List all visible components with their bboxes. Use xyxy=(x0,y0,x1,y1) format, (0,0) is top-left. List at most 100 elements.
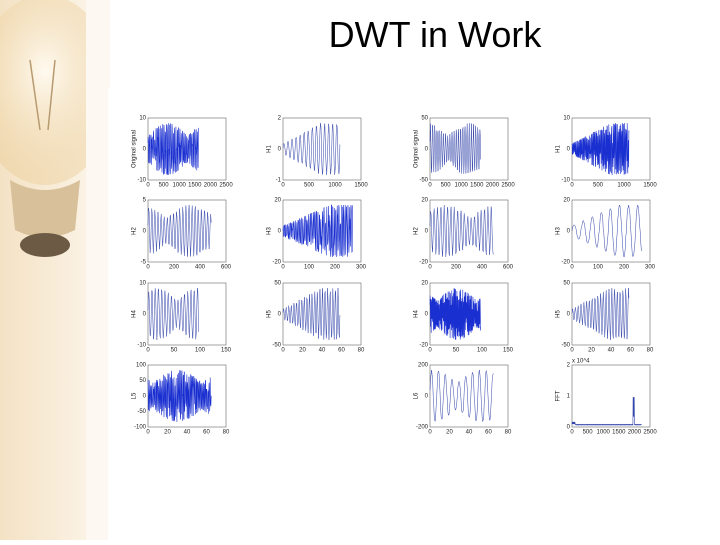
x-tick-label: 200 xyxy=(619,265,630,271)
x-tick-label: 0 xyxy=(146,183,150,189)
y-axis-label: L6 xyxy=(414,392,420,399)
y-tick-label: 20 xyxy=(421,281,428,287)
x-tick-label: 20 xyxy=(164,430,171,436)
waveform xyxy=(429,288,481,340)
y-axis-label: H3 xyxy=(556,227,562,235)
y-tick-label: 0 xyxy=(278,147,282,153)
waveform xyxy=(571,397,642,426)
x-tick-label: 40 xyxy=(184,430,191,436)
bulb-tip xyxy=(20,233,70,257)
waveform xyxy=(147,287,199,341)
x-tick-label: 1000 xyxy=(597,430,611,436)
filament xyxy=(29,59,56,131)
y-axis-label: H2 xyxy=(132,227,138,235)
x-tick-label: 150 xyxy=(503,348,514,354)
waveform xyxy=(571,287,630,340)
y-tick-label: -20 xyxy=(419,343,428,349)
y-tick-label: 1 xyxy=(567,394,571,400)
x-tick-label: 40 xyxy=(608,348,615,354)
y-axis-label: H2 xyxy=(414,227,420,235)
y-tick-label: 0 xyxy=(143,147,147,153)
x-tick-label: 0 xyxy=(281,183,285,189)
y-tick-label: 0 xyxy=(567,229,571,235)
x-tick-label: 80 xyxy=(358,348,365,354)
waveform xyxy=(282,287,341,340)
y-tick-label: -200 xyxy=(416,425,429,431)
x-tick-label: 0 xyxy=(428,430,432,436)
x-tick-label: 2500 xyxy=(219,183,233,189)
x-tick-label: 1500 xyxy=(188,183,202,189)
x-tick-label: 0 xyxy=(146,430,150,436)
y-tick-label: 5 xyxy=(143,198,147,204)
x-tick-label: 500 xyxy=(159,183,170,189)
y-tick-label: -5 xyxy=(141,260,147,266)
x-tick-label: 20 xyxy=(588,348,595,354)
y-tick-label: 10 xyxy=(139,116,146,122)
x-tick-label: 0 xyxy=(146,348,150,354)
waveform xyxy=(429,123,481,174)
y-tick-label: -1 xyxy=(276,178,282,184)
waveform xyxy=(282,204,353,258)
x-tick-label: 100 xyxy=(593,265,604,271)
x-tick-label: 1500 xyxy=(612,430,626,436)
x-tick-label: 50 xyxy=(453,348,460,354)
x-tick-label: 0 xyxy=(570,183,574,189)
x-tick-label: 0 xyxy=(428,183,432,189)
x-tick-label: 1500 xyxy=(643,183,657,189)
x-tick-label: 0 xyxy=(570,430,574,436)
x-tick-label: 40 xyxy=(466,430,473,436)
x-tick-label: 500 xyxy=(441,183,452,189)
y-tick-label: 0 xyxy=(143,394,147,400)
x-tick-label: 2000 xyxy=(204,183,218,189)
x-tick-label: 2500 xyxy=(643,430,657,436)
waveform xyxy=(429,204,494,257)
x-tick-label: 100 xyxy=(195,348,206,354)
x-tick-label: 2000 xyxy=(628,430,642,436)
x-tick-label: 1000 xyxy=(173,183,187,189)
x-tick-label: 400 xyxy=(195,265,206,271)
y-tick-label: -50 xyxy=(272,343,281,349)
x-tick-label: 300 xyxy=(356,265,367,271)
y-tick-label: 0 xyxy=(278,312,282,318)
x-tick-label: 1000 xyxy=(455,183,469,189)
y-tick-label: 2 xyxy=(567,363,571,369)
x-tick-label: 1000 xyxy=(617,183,631,189)
x-tick-label: 100 xyxy=(304,265,315,271)
waveform xyxy=(147,370,212,423)
x-tick-label: 1500 xyxy=(470,183,484,189)
x-tick-label: 200 xyxy=(169,265,180,271)
y-axis-label: H1 xyxy=(267,145,273,153)
x-tick-label: 200 xyxy=(330,265,341,271)
plot-frame xyxy=(147,199,227,263)
y-axis-label: H4 xyxy=(414,310,420,318)
y-tick-label: -50 xyxy=(419,178,428,184)
bulb-base xyxy=(10,180,80,238)
y-tick-label: 0 xyxy=(425,312,429,318)
y-axis-label: H3 xyxy=(267,227,273,235)
y-tick-label: 50 xyxy=(139,378,146,384)
x-tick-label: 300 xyxy=(645,265,656,271)
y-tick-label: 0 xyxy=(425,394,429,400)
y-tick-label: -100 xyxy=(134,425,147,431)
x-tick-label: 80 xyxy=(223,430,230,436)
x-tick-label: 600 xyxy=(503,265,514,271)
axis-note: x 10^4 xyxy=(572,359,590,365)
x-tick-label: 500 xyxy=(593,183,604,189)
x-tick-label: 60 xyxy=(627,348,634,354)
x-tick-label: 50 xyxy=(171,348,178,354)
x-tick-label: 0 xyxy=(428,348,432,354)
y-tick-label: -10 xyxy=(137,178,146,184)
y-tick-label: -10 xyxy=(561,178,570,184)
y-tick-label: 20 xyxy=(274,198,281,204)
plot-frame xyxy=(429,364,509,428)
x-tick-label: 0 xyxy=(281,265,285,271)
x-tick-label: 150 xyxy=(221,348,232,354)
x-tick-label: 40 xyxy=(319,348,326,354)
y-tick-label: -10 xyxy=(137,343,146,349)
y-tick-label: 0 xyxy=(143,312,147,318)
x-tick-label: 500 xyxy=(583,430,594,436)
y-tick-label: 10 xyxy=(139,281,146,287)
y-tick-label: 0 xyxy=(278,229,282,235)
y-tick-label: 50 xyxy=(421,116,428,122)
